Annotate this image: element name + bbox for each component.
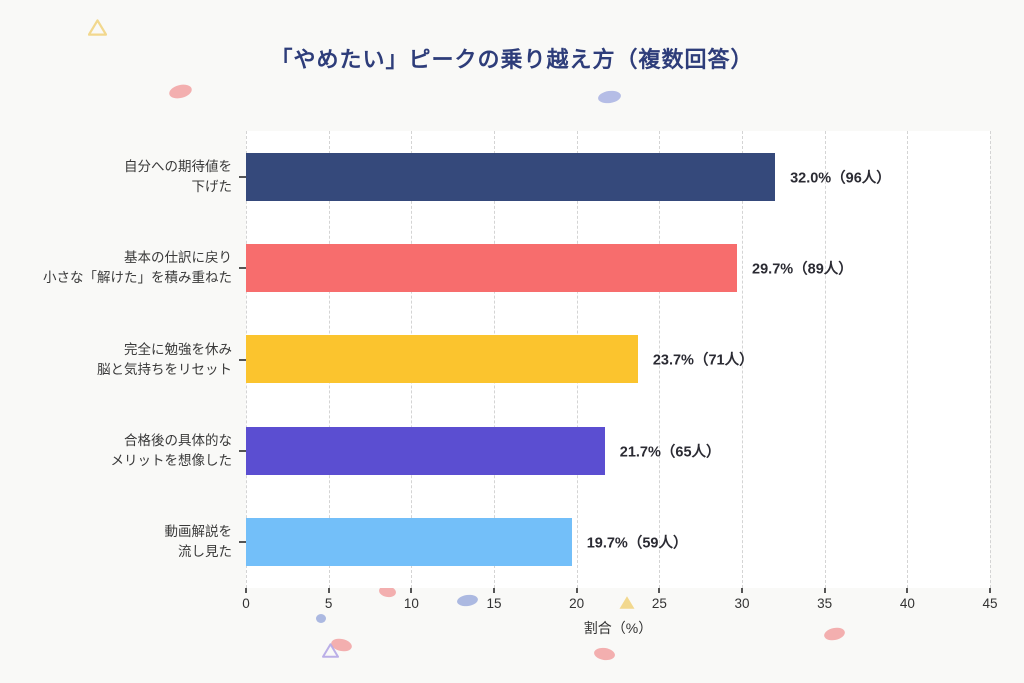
bar (246, 335, 638, 384)
x-tick-label: 45 (982, 596, 998, 611)
y-axis-tick (239, 358, 246, 361)
y-axis-tick (239, 267, 246, 270)
x-axis-tick (741, 588, 743, 593)
bar (246, 518, 572, 567)
gridline (659, 131, 661, 588)
x-tick-label: 35 (817, 596, 833, 611)
x-axis-tick (410, 588, 413, 593)
x-tick-label: 25 (651, 596, 667, 611)
bar (246, 426, 605, 475)
decor-triangle-outline (322, 643, 339, 658)
bar-value-label: 23.7%（71人） (652, 352, 754, 369)
category-label: 自分への期待値を 下げた (124, 158, 232, 194)
gridline (907, 131, 909, 588)
gridline (824, 131, 826, 588)
x-axis-tick (989, 588, 991, 593)
bar-row: 23.7%（71人） (246, 314, 990, 405)
plot-area: 32.0%（96人） 29.7%（89人） 23.7%（71人） 21.7%（65人）… (246, 131, 991, 588)
x-axis-tick (245, 588, 247, 593)
category-label: 合格後の具体的な メリットを想像した (110, 432, 233, 468)
decor-ellipse (456, 593, 479, 608)
x-axis-tick (658, 588, 661, 593)
bar (246, 244, 738, 293)
bar-row: 29.7%（89人） (246, 222, 990, 313)
bar-value-label: 19.7%（59人） (586, 535, 688, 552)
decor-ellipse (167, 82, 194, 101)
decor-ellipse (593, 646, 616, 662)
bar (246, 152, 776, 201)
y-axis-tick (239, 541, 246, 544)
x-tick-label: 40 (899, 596, 915, 611)
y-axis-tick (239, 449, 246, 452)
y-axis-tick (239, 175, 246, 178)
x-axis-tick (493, 588, 495, 593)
category-label: 完全に勉強を休み 脳と気持ちをリセット (97, 341, 232, 377)
decor-ellipse (597, 89, 622, 105)
x-tick-label: 10 (403, 596, 419, 611)
x-axis-label: 割合（%） (583, 620, 653, 636)
bar-value-label: 21.7%（65人） (619, 444, 721, 461)
gridline (742, 131, 743, 588)
x-tick-label: 30 (734, 596, 750, 611)
bar-value-label: 29.7%（89人） (752, 261, 853, 278)
bar-row: 21.7%（65人） (246, 405, 990, 496)
x-tick-label: 15 (486, 596, 502, 611)
x-axis-tick (823, 588, 826, 593)
category-label: 基本の仕訳に戻り 小さな「解けた」を積み重ねた (43, 250, 232, 286)
x-axis-tick (906, 588, 909, 593)
x-axis-tick (575, 588, 578, 593)
decor-ellipse (316, 614, 326, 623)
bar-value-label: 32.0%（96人） (790, 170, 891, 187)
x-tick-label: 20 (569, 596, 585, 611)
chart-title: 「やめたい」ピークの乗り越え方（複数回答） (270, 47, 754, 72)
x-tick-label: 5 (324, 596, 333, 611)
bar-row: 32.0%（96人） (246, 131, 990, 222)
category-label: 動画解説を 流し見た (164, 524, 233, 560)
x-tick-label: 0 (242, 596, 250, 611)
bar-row: 19.7%（59人） (246, 497, 990, 588)
gridline (990, 131, 991, 588)
decor-triangle (618, 595, 636, 610)
x-axis-tick (327, 588, 330, 593)
decor-triangle-outline (88, 19, 107, 36)
